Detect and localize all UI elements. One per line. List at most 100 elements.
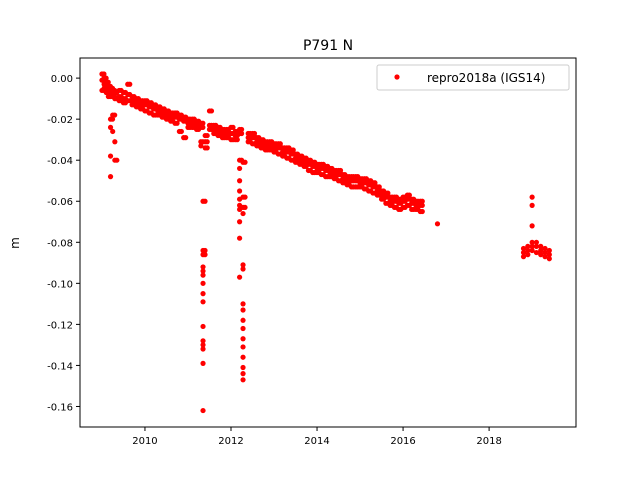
data-point (520, 254, 527, 260)
x-tick-label: 2014 (304, 436, 329, 447)
data-point (236, 235, 243, 241)
data-point (236, 178, 243, 184)
y-tick-label: -0.14 (47, 361, 73, 372)
data-point (525, 247, 531, 254)
data-point (107, 174, 114, 180)
data-point (372, 180, 378, 186)
x-tick-label: 2016 (390, 436, 415, 447)
data-point (529, 247, 535, 254)
data-point (200, 264, 206, 270)
data-point (538, 243, 544, 249)
data-points (99, 71, 552, 414)
x-tick-label: 2012 (218, 436, 243, 447)
legend-marker (394, 74, 400, 80)
y-tick-label: -0.02 (47, 115, 73, 126)
data-point (240, 210, 246, 217)
data-point (385, 190, 391, 196)
data-point (240, 317, 246, 323)
data-point (234, 137, 240, 143)
data-point (406, 192, 412, 198)
data-point (529, 243, 535, 249)
data-point (529, 223, 535, 229)
y-tick-label: 0.00 (51, 74, 73, 85)
data-point (202, 247, 208, 254)
data-point (200, 342, 206, 348)
data-point (240, 301, 246, 307)
y-axis-label: m (8, 237, 22, 249)
data-point (240, 266, 246, 272)
data-point (242, 194, 248, 200)
data-point (230, 124, 236, 130)
data-point (240, 307, 246, 313)
data-point (533, 239, 540, 245)
data-point (419, 208, 425, 215)
data-point (200, 346, 206, 352)
x-tick-label: 2010 (132, 436, 157, 447)
data-point (419, 198, 425, 204)
data-point (251, 130, 258, 137)
data-point (538, 247, 544, 254)
data-point (107, 124, 114, 130)
data-point (178, 128, 184, 135)
data-point (542, 254, 548, 260)
data-point (204, 145, 210, 151)
data-point (520, 245, 527, 252)
data-point (525, 252, 531, 258)
data-point (109, 116, 116, 122)
data-point (200, 299, 206, 305)
data-point (242, 204, 248, 211)
data-point (112, 112, 118, 118)
data-point (542, 245, 548, 252)
data-point (101, 71, 107, 77)
data-point (127, 81, 133, 87)
data-point (103, 75, 109, 81)
data-point (240, 364, 246, 371)
y-tick-label: -0.10 (47, 279, 73, 290)
data-point (183, 135, 189, 141)
legend-box (376, 64, 570, 91)
data-point (174, 120, 180, 126)
data-point (240, 344, 246, 350)
x-tick-label: 2018 (476, 436, 501, 447)
data-point (525, 243, 531, 249)
plot-frame (79, 57, 577, 428)
data-point (238, 130, 245, 137)
data-point (240, 354, 246, 360)
data-point (533, 243, 540, 249)
data-point (105, 79, 111, 85)
data-point (236, 188, 243, 194)
y-tick-label: -0.04 (47, 156, 73, 167)
data-point (202, 198, 208, 204)
data-point (198, 143, 204, 149)
y-tick-label: -0.12 (47, 320, 73, 331)
data-point (208, 108, 215, 114)
data-point (529, 202, 535, 208)
data-point (110, 128, 116, 135)
data-point (200, 323, 206, 330)
data-point (419, 202, 425, 208)
data-point (240, 371, 246, 377)
y-tick-label: -0.16 (47, 402, 73, 413)
data-point (538, 252, 544, 258)
data-point (202, 252, 208, 258)
data-point (337, 167, 344, 174)
data-point (533, 249, 540, 256)
y-tick-label: -0.08 (47, 238, 73, 249)
data-point (376, 184, 382, 190)
data-point (542, 249, 548, 256)
data-point (277, 141, 283, 147)
chart-title: P791 N (303, 38, 353, 54)
axis-ticks: 2010 2012 2014 2016 2018 0.00 -0.02 -0.04 -0.06 -… (47, 74, 502, 447)
data-point (520, 249, 527, 256)
data-point (240, 262, 246, 268)
data-point (240, 336, 246, 342)
data-point (200, 360, 206, 366)
data-point (546, 247, 552, 254)
data-point (200, 291, 206, 297)
data-point (236, 165, 243, 172)
legend-label: repro2018a (IGS14) (427, 71, 545, 85)
data-point (236, 219, 243, 225)
data-point (204, 139, 210, 145)
legend: repro2018a (IGS14) (376, 64, 570, 91)
